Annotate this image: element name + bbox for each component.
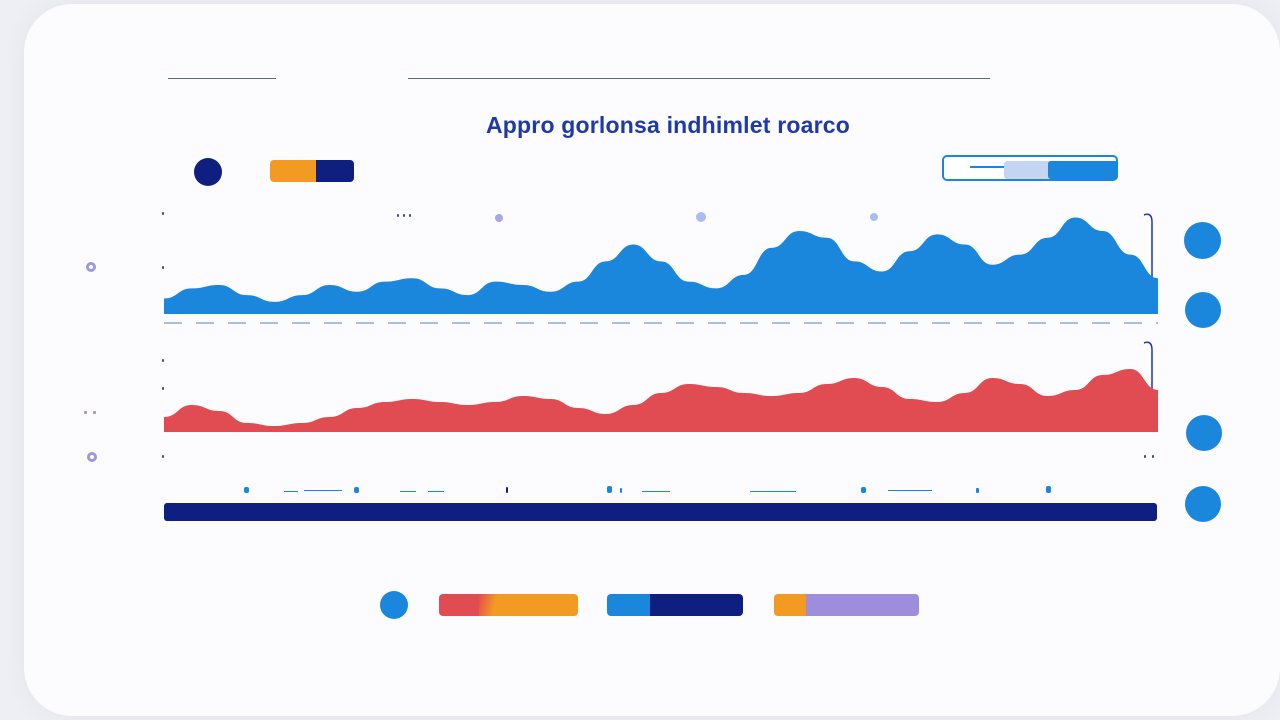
- timeline-dash: [400, 491, 416, 492]
- legend-dot-blue[interactable]: [380, 591, 408, 619]
- timeline-dash: [284, 491, 298, 492]
- axis-tick-mark: [403, 214, 405, 217]
- blue-area-series: [164, 217, 1158, 312]
- action-dot-1[interactable]: [1184, 222, 1221, 259]
- marker-dot: [495, 214, 503, 222]
- range-track-pale: [1004, 161, 1052, 179]
- pill-segment-orange: [774, 594, 806, 616]
- pill-segment-navy: [650, 594, 743, 616]
- red-chart-end-cursor: [1143, 341, 1153, 406]
- timeline-marker: [607, 486, 612, 493]
- pill-segment-lavender: [806, 594, 919, 616]
- page-title: Appro gorlonsa indhimlet roarco: [485, 112, 850, 138]
- timeline-marker: [861, 487, 866, 493]
- header-rule-right: [408, 78, 990, 79]
- axis-tick-mark: [162, 387, 164, 390]
- axis-tick-mark: [409, 214, 411, 217]
- range-selector[interactable]: [942, 155, 1118, 181]
- pill-segment-navy: [316, 160, 354, 182]
- blue-chart-dashed-axis: [164, 322, 1158, 324]
- axis-tick-mark: [1152, 455, 1154, 458]
- timeline-dash: [750, 491, 796, 492]
- row-marker-dot: [93, 411, 96, 414]
- action-dot-3[interactable]: [1186, 415, 1222, 451]
- row-toggle-ring[interactable]: [87, 452, 97, 462]
- timeline-marker: [976, 488, 979, 493]
- axis-tick-mark: [162, 266, 164, 269]
- pill-segment-orange: [479, 594, 578, 616]
- marker-dot: [870, 213, 878, 221]
- axis-tick-mark: [162, 212, 164, 215]
- range-track-line: [970, 166, 1004, 168]
- action-dot-4[interactable]: [1185, 486, 1221, 522]
- timeline-marker: [354, 487, 359, 493]
- timeline-bar[interactable]: [164, 503, 1157, 521]
- pill-segment-blue: [607, 594, 650, 616]
- legend-pill-orange-navy[interactable]: [270, 160, 354, 182]
- red-area-chart: [164, 369, 1158, 432]
- red-area-series: [164, 369, 1158, 432]
- timeline-marker: [244, 487, 249, 493]
- action-dot-2[interactable]: [1185, 292, 1221, 328]
- header-rule-left: [168, 78, 276, 79]
- timeline-dash: [642, 491, 670, 492]
- legend-dot-navy[interactable]: [194, 158, 222, 186]
- legend-pill-blue-navy[interactable]: [607, 594, 743, 616]
- legend-pill-orange-lavender[interactable]: [774, 594, 919, 616]
- timeline-marker: [1046, 486, 1051, 493]
- row-toggle-ring[interactable]: [86, 262, 96, 272]
- range-handle[interactable]: [1048, 161, 1118, 179]
- timeline-marker: [506, 487, 508, 493]
- timeline-dash: [888, 490, 932, 491]
- axis-tick-mark: [162, 359, 164, 362]
- legend-pill-red-orange[interactable]: [439, 594, 578, 616]
- pill-segment-red: [439, 594, 479, 616]
- marker-dot: [696, 212, 706, 222]
- timeline-marker: [620, 488, 622, 493]
- axis-tick-mark: [1144, 455, 1146, 458]
- axis-tick-mark: [397, 214, 399, 217]
- axis-tick-mark: [162, 455, 164, 458]
- row-marker-dot: [84, 411, 87, 414]
- blue-chart-baseline: [164, 312, 1158, 314]
- blue-chart-end-cursor: [1143, 213, 1153, 282]
- timeline-dash: [428, 491, 444, 492]
- pill-segment-orange: [270, 160, 316, 182]
- blue-area-chart: [164, 217, 1158, 312]
- timeline-dash: [304, 490, 342, 491]
